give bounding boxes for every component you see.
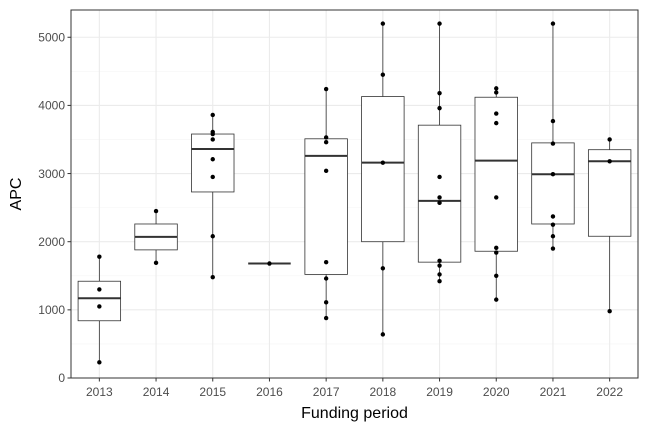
data-point xyxy=(494,111,499,116)
box-2015 xyxy=(191,114,235,278)
data-point xyxy=(437,200,442,206)
box-body xyxy=(587,149,632,237)
y-tick-label: 1000 xyxy=(38,303,65,317)
data-point xyxy=(267,261,272,266)
data-point xyxy=(494,90,499,95)
y-tick-label: 5000 xyxy=(38,30,65,44)
box-body xyxy=(531,142,575,225)
data-point xyxy=(323,259,329,265)
data-point xyxy=(550,141,556,146)
data-point xyxy=(97,287,102,292)
data-points xyxy=(97,21,612,365)
box-body xyxy=(417,124,462,263)
data-point xyxy=(323,135,329,140)
x-tick-label: 2016 xyxy=(256,385,283,399)
data-point xyxy=(323,86,329,92)
box-body xyxy=(77,280,122,322)
box-2021 xyxy=(531,23,575,249)
y-axis: 0 1000 2000 3000 4000 5000 xyxy=(38,30,71,385)
data-point xyxy=(494,195,499,200)
x-tick-label: 2022 xyxy=(596,385,623,399)
data-point xyxy=(494,120,499,126)
x-tick-label: 2014 xyxy=(143,385,170,399)
data-point xyxy=(380,266,386,271)
y-tick-label: 3000 xyxy=(38,167,65,181)
data-point xyxy=(437,21,442,26)
data-point xyxy=(97,304,102,309)
data-point xyxy=(380,160,386,165)
minor-gridlines xyxy=(71,71,638,345)
data-point xyxy=(210,112,215,118)
data-point xyxy=(210,129,215,135)
box-body xyxy=(361,96,405,243)
data-point xyxy=(323,168,329,174)
data-point xyxy=(437,90,442,96)
data-point xyxy=(494,245,499,251)
data-point xyxy=(550,234,556,239)
data-point xyxy=(550,118,556,124)
data-point xyxy=(550,21,556,26)
box-2022 xyxy=(587,139,632,312)
data-point xyxy=(210,174,215,180)
x-tick-label: 2020 xyxy=(483,385,510,399)
data-point xyxy=(437,258,442,263)
data-point xyxy=(323,300,329,305)
data-point xyxy=(323,140,329,145)
data-point xyxy=(550,172,556,177)
data-point xyxy=(494,250,499,255)
data-point xyxy=(607,137,612,142)
data-point xyxy=(380,332,386,337)
box-2020 xyxy=(474,88,518,300)
x-tick-label: 2019 xyxy=(426,385,453,399)
data-point xyxy=(210,137,215,142)
data-point xyxy=(437,174,442,180)
data-point xyxy=(210,274,215,280)
box-body xyxy=(304,138,348,275)
data-point xyxy=(494,297,499,302)
data-point xyxy=(437,195,442,200)
box-2019 xyxy=(417,23,462,282)
x-axis: 2013 2014 2015 2016 2017 2018 2019 2020 2021 2022 xyxy=(86,378,623,399)
data-point xyxy=(97,360,102,365)
data-point xyxy=(494,273,499,278)
box-2014 xyxy=(134,211,178,263)
data-point xyxy=(437,279,442,284)
data-point xyxy=(550,222,556,227)
x-tick-label: 2013 xyxy=(86,385,113,399)
panel-border xyxy=(70,9,639,379)
y-tick-label: 0 xyxy=(58,371,65,385)
y-axis-title: APC xyxy=(8,178,25,211)
data-point xyxy=(494,86,499,91)
data-point xyxy=(153,208,159,214)
x-tick-label: 2017 xyxy=(313,385,340,399)
data-point xyxy=(210,234,215,239)
data-point xyxy=(607,159,612,164)
box-series xyxy=(77,23,632,363)
data-point xyxy=(323,315,329,321)
box-2018 xyxy=(361,23,405,335)
data-point xyxy=(380,72,386,77)
box-2013 xyxy=(77,256,122,363)
data-point xyxy=(437,263,442,268)
y-tick-label: 4000 xyxy=(38,99,65,113)
data-point xyxy=(380,21,386,26)
x-tick-label: 2018 xyxy=(369,385,396,399)
x-tick-label: 2021 xyxy=(540,385,567,399)
x-tick-label: 2015 xyxy=(199,385,226,399)
box-body xyxy=(191,133,235,193)
box-body xyxy=(474,96,518,252)
data-point xyxy=(437,105,442,111)
data-point xyxy=(97,254,102,259)
data-point xyxy=(550,214,556,219)
x-axis-title: Funding period xyxy=(301,405,408,422)
box-2017 xyxy=(304,89,348,319)
data-point xyxy=(153,260,159,266)
data-point xyxy=(210,157,215,162)
data-point xyxy=(437,272,442,277)
y-tick-label: 2000 xyxy=(38,235,65,249)
data-point xyxy=(607,309,612,314)
data-point xyxy=(550,246,556,251)
data-point xyxy=(323,276,329,281)
